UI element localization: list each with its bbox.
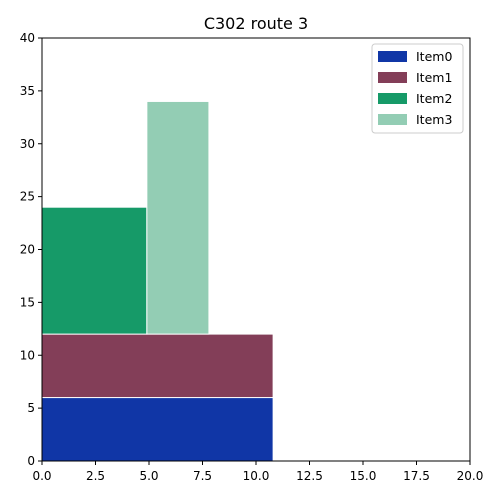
x-tick-label: 20.0: [457, 469, 484, 483]
legend-swatch-item0: [378, 51, 407, 62]
x-tick-label: 15.0: [350, 469, 377, 483]
legend-label-item2: Item2: [416, 91, 452, 106]
y-tick-label: 40: [20, 31, 35, 45]
y-axis: 0 5 10 15 20 25 30 35 40: [20, 31, 42, 468]
plot-frame: [41, 37, 471, 462]
y-tick-label: 20: [20, 243, 35, 257]
x-tick-label: 0.0: [32, 469, 51, 483]
legend-label-item1: Item1: [416, 70, 452, 85]
x-axis: 0.0 2.5 5.0 7.5 10.0 12.5 15.0 17.5 20.0: [32, 461, 483, 483]
bar-item3: [146, 100, 210, 335]
chart-title: C302 route 3: [204, 14, 308, 33]
bars-group: [41, 100, 274, 462]
legend-box: [371, 43, 464, 134]
x-tick-label: 2.5: [86, 469, 105, 483]
legend: Item0 Item1 Item2 Item3: [371, 43, 464, 134]
legend-label-item3: Item3: [416, 112, 452, 127]
legend-swatch-item2: [378, 93, 407, 104]
y-tick-label: 5: [27, 401, 35, 415]
y-tick-label: 10: [20, 348, 35, 362]
y-tick-label: 30: [20, 137, 35, 151]
x-tick-label: 17.5: [403, 469, 430, 483]
y-tick-label: 0: [27, 454, 35, 468]
bar-item2: [41, 206, 148, 335]
x-tick-label: 7.5: [193, 469, 212, 483]
legend-swatch-item3: [378, 114, 407, 125]
x-tick-label: 12.5: [296, 469, 323, 483]
y-tick-label: 35: [20, 84, 35, 98]
legend-swatch-item1: [378, 72, 407, 83]
bar-item1: [41, 333, 274, 399]
bar-item0: [41, 397, 274, 462]
x-tick-label: 5.0: [139, 469, 158, 483]
y-tick-label: 15: [20, 295, 35, 309]
x-tick-label: 10.0: [243, 469, 270, 483]
legend-label-item0: Item0: [416, 49, 452, 64]
y-tick-label: 25: [20, 190, 35, 204]
